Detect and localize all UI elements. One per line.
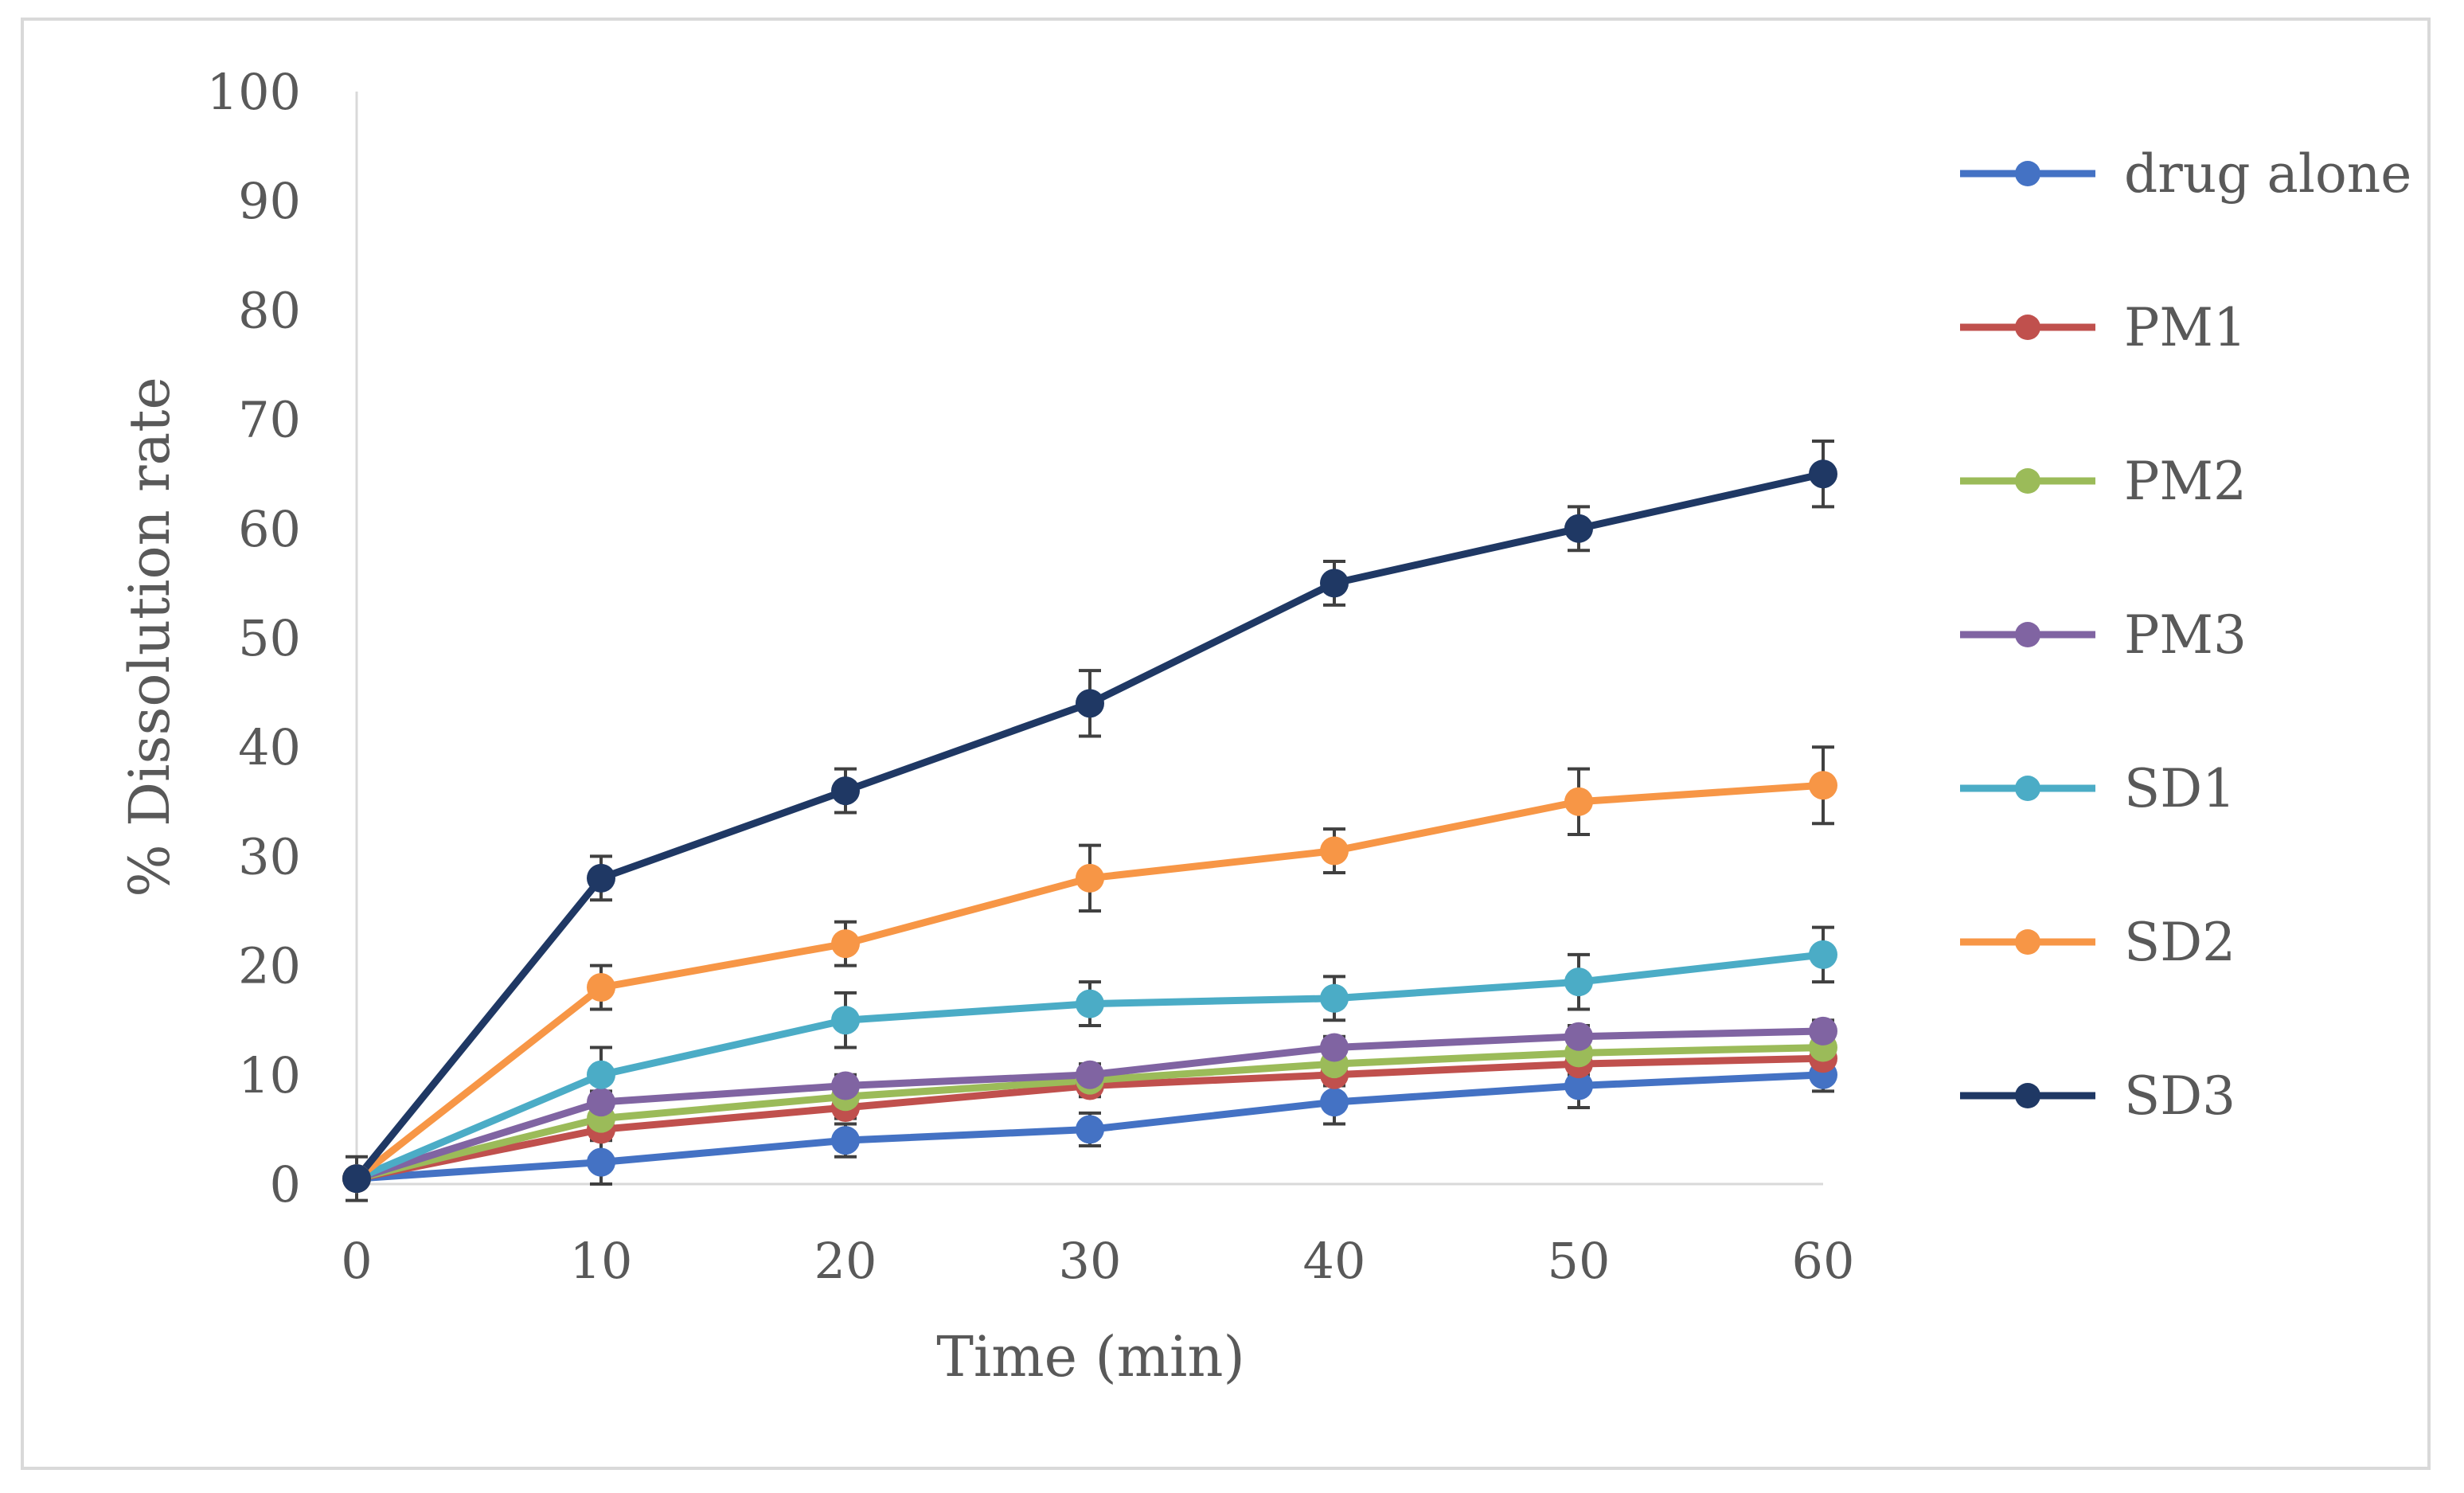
legend-swatch-marker [2015,468,2040,494]
legend-item-sd1: SD1 [1960,758,2236,819]
legend-item-pm3: PM3 [1960,604,2247,666]
data-point-sd2 [1320,836,1349,866]
data-point-sd2 [1809,771,1837,800]
data-point-sd3 [831,776,860,806]
legend-label: PM2 [2124,451,2247,512]
data-point-sd1 [831,1006,860,1035]
data-point-sd2 [1076,863,1104,893]
data-point-sd3 [1809,459,1837,489]
data-point-sd2 [587,973,615,1002]
data-point-pm3 [1076,1060,1104,1089]
legend-label: SD2 [2124,912,2236,973]
legend-label: drug alone [2124,143,2411,205]
y-tick-label: 0 [270,1155,301,1214]
data-point-sd3 [1564,514,1593,543]
legend-label: PM1 [2124,297,2247,358]
legend-item-pm2: PM2 [1960,451,2247,512]
y-tick-label: 60 [238,500,301,558]
data-point-drug-alone [1564,1071,1593,1100]
data-point-sd1 [1564,967,1593,997]
legend-item-sd3: SD3 [1960,1065,2236,1127]
series-points [342,459,1837,1194]
data-point-drug-alone [1076,1115,1104,1144]
data-point-drug-alone [831,1126,860,1155]
y-tick-label: 20 [238,937,301,995]
x-tick-labels: 0 10 20 30 40 50 60 [341,1232,1854,1290]
x-tick-label: 40 [1303,1232,1366,1290]
data-point-pm3 [1809,1016,1837,1045]
legend-item-drug-alone: drug alone [1960,143,2411,205]
data-point-drug-alone [1320,1088,1349,1117]
data-point-pm3 [1564,1022,1593,1051]
x-tick-label: 0 [341,1232,372,1290]
y-tick-label: 40 [238,718,301,776]
data-point-sd3 [1076,689,1104,718]
data-point-sd2 [1564,787,1593,816]
data-point-pm3 [1320,1033,1349,1062]
data-point-sd1 [587,1060,615,1089]
chart-frame [21,18,2431,1470]
legend-swatch-marker [2015,1083,2040,1108]
x-tick-label: 10 [570,1232,633,1290]
legend-item-sd2: SD2 [1960,912,2236,973]
x-tick-label: 60 [1792,1232,1855,1290]
legend-swatch-marker [2015,315,2040,340]
data-point-sd1 [1320,983,1349,1013]
legend-label: PM3 [2124,604,2247,666]
data-point-sd3 [1320,569,1349,598]
y-tick-label: 10 [238,1046,301,1104]
data-point-sd2 [831,929,860,959]
legend-swatch-marker [2015,776,2040,801]
x-axis-title: Time (min) [936,1324,1245,1389]
y-tick-labels: 0 10 20 30 40 50 60 70 80 90 100 [207,63,301,1214]
data-point-pm3 [587,1088,615,1117]
y-axis-title: % Dissolution rate [117,377,182,897]
legend-item-pm1: PM1 [1960,297,2247,358]
y-tick-label: 50 [238,609,301,667]
data-point-sd3 [587,863,615,893]
legend-swatch-marker [2015,161,2040,186]
data-point-pm3 [831,1071,860,1100]
y-tick-label: 100 [207,63,301,121]
data-point-sd1 [1076,989,1104,1018]
x-tick-label: 50 [1548,1232,1611,1290]
x-tick-label: 30 [1059,1232,1122,1290]
legend-label: SD3 [2124,1065,2236,1127]
data-point-sd3 [342,1164,371,1194]
data-point-sd1 [1809,940,1837,969]
x-tick-label: 20 [814,1232,877,1290]
data-point-drug-alone [587,1147,615,1177]
legend: drug alone PM1 PM2 PM3 SD1 SD2 SD3 [1960,143,2411,1127]
legend-swatch-marker [2015,622,2040,647]
y-tick-label: 70 [238,391,301,449]
y-tick-label: 80 [238,281,301,339]
y-tick-label: 90 [238,172,301,230]
y-tick-label: 30 [238,827,301,885]
legend-label: SD1 [2124,758,2236,819]
legend-swatch-marker [2015,929,2040,955]
